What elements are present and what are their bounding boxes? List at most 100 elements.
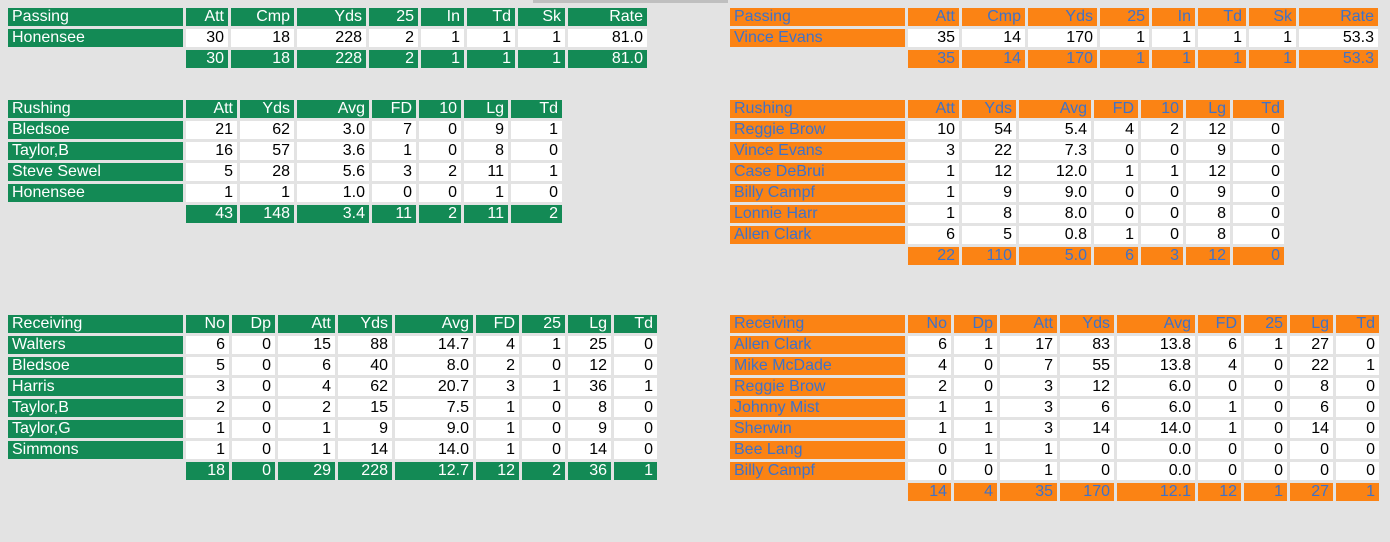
player-name: Reggie Brow (730, 378, 905, 396)
total-cell: 3.4 (297, 205, 369, 223)
stat-cell: 3.0 (297, 121, 369, 139)
stat-cell: 0 (954, 378, 997, 396)
rushing-header-row: Rushing Att Yds Avg FD 10 Lg Td (8, 100, 562, 118)
top-divider (533, 0, 728, 3)
stat-cell: 35 (908, 29, 959, 47)
stat-cell: 0 (1244, 378, 1287, 396)
stat-cell: 0 (522, 420, 565, 438)
stat-cell: 12 (568, 357, 611, 375)
col-avg: Avg (395, 315, 473, 333)
stat-cell: 25 (568, 336, 611, 354)
stat-cell: 2 (419, 163, 461, 181)
total-cell: 30 (186, 50, 228, 68)
total-cell: 2 (511, 205, 562, 223)
stat-cell: 0 (1233, 184, 1284, 202)
stat-cell: 1 (278, 441, 335, 459)
stat-cell: 0 (908, 462, 951, 480)
total-cell: 14 (908, 483, 951, 501)
col-yds: Yds (962, 100, 1016, 118)
stat-cell: 13.8 (1117, 357, 1195, 375)
stat-cell: 1 (186, 184, 237, 202)
stat-cell: 2 (369, 29, 418, 47)
table-row: Taylor,B 16 57 3.6 1 0 8 0 (8, 142, 562, 160)
stat-cell: 1 (476, 420, 519, 438)
stat-cell: 8 (1186, 205, 1230, 223)
total-row: 18 0 29 228 12.7 12 2 36 1 (8, 462, 657, 480)
total-row: 30 18 228 2 1 1 1 81.0 (8, 50, 647, 68)
col-td: Td (467, 8, 515, 26)
col-fd: FD (1198, 315, 1241, 333)
stat-cell: 15 (338, 399, 392, 417)
stat-cell: 62 (240, 121, 294, 139)
stat-cell: 57 (240, 142, 294, 160)
stat-cell: 12 (1186, 121, 1230, 139)
total-cell: 35 (908, 50, 959, 68)
stat-cell: 9 (568, 420, 611, 438)
stat-cell: 5 (186, 163, 237, 181)
col-td: Td (614, 315, 657, 333)
total-cell: 43 (186, 205, 237, 223)
stat-cell: 1 (240, 184, 294, 202)
stat-cell: 20.7 (395, 378, 473, 396)
table-row: Bee Lang 0 1 1 0 0.0 0 0 0 0 (730, 441, 1379, 459)
stat-cell: 1 (908, 205, 959, 223)
col-avg: Avg (297, 100, 369, 118)
stat-cell: 36 (568, 378, 611, 396)
stat-cell: 1 (1244, 336, 1287, 354)
stat-cell: 1 (278, 420, 335, 438)
col-in: In (1152, 8, 1195, 26)
stat-cell: 21 (186, 121, 237, 139)
stat-cell: 0 (511, 184, 562, 202)
stat-cell: 0 (1244, 399, 1287, 417)
stat-cell: 1 (372, 142, 416, 160)
stat-cell: 5 (962, 226, 1016, 244)
stat-cell: 0 (232, 420, 275, 438)
total-cell: 1 (1100, 50, 1149, 68)
table-row: Johnny Mist 1 1 3 6 6.0 1 0 6 0 (730, 399, 1379, 417)
stat-cell: 228 (297, 29, 366, 47)
stat-cell: 0 (1233, 142, 1284, 160)
col-att: Att (186, 8, 228, 26)
table-row: Taylor,B 2 0 2 15 7.5 1 0 8 0 (8, 399, 657, 417)
total-cell: 0 (232, 462, 275, 480)
col-dp: Dp (232, 315, 275, 333)
total-cell: 148 (240, 205, 294, 223)
total-cell: 27 (1290, 483, 1333, 501)
stat-cell: 2 (476, 357, 519, 375)
stat-cell: 12 (1060, 378, 1114, 396)
stat-cell: 12 (962, 163, 1016, 181)
stat-cell: 1 (1198, 420, 1241, 438)
stat-cell: 14.0 (1117, 420, 1195, 438)
stat-cell: 2 (278, 399, 335, 417)
total-cell: 36 (568, 462, 611, 480)
total-spacer (8, 50, 183, 68)
total-cell: 35 (1000, 483, 1057, 501)
stat-cell: 1 (464, 184, 508, 202)
stat-cell: 4 (278, 378, 335, 396)
stat-cell: 0 (232, 399, 275, 417)
stat-cell: 0 (232, 441, 275, 459)
player-name: Mike McDade (730, 357, 905, 375)
total-cell: 1 (421, 50, 464, 68)
total-spacer (8, 205, 183, 223)
stat-cell: 3 (1000, 399, 1057, 417)
receiving-title: Receiving (8, 315, 183, 333)
col-10: 10 (1141, 100, 1183, 118)
player-name: Walters (8, 336, 183, 354)
stat-cell: 3 (476, 378, 519, 396)
stat-cell: 3 (1000, 378, 1057, 396)
table-row: Billy Campf 1 9 9.0 0 0 9 0 (730, 184, 1284, 202)
stat-cell: 1 (1152, 29, 1195, 47)
away-rushing-table: Rushing Att Yds Avg FD 10 Lg Td Reggie B… (727, 97, 1287, 268)
total-cell: 228 (338, 462, 392, 480)
total-cell: 12.1 (1117, 483, 1195, 501)
col-fd: FD (1094, 100, 1138, 118)
col-in: In (421, 8, 464, 26)
stat-cell: 1 (1100, 29, 1149, 47)
stat-cell: 22 (962, 142, 1016, 160)
stat-cell: 53.3 (1299, 29, 1378, 47)
stat-cell: 7 (1000, 357, 1057, 375)
table-row: Lonnie Harr 1 8 8.0 0 0 8 0 (730, 205, 1284, 223)
player-name: Allen Clark (730, 336, 905, 354)
total-cell: 1 (1244, 483, 1287, 501)
